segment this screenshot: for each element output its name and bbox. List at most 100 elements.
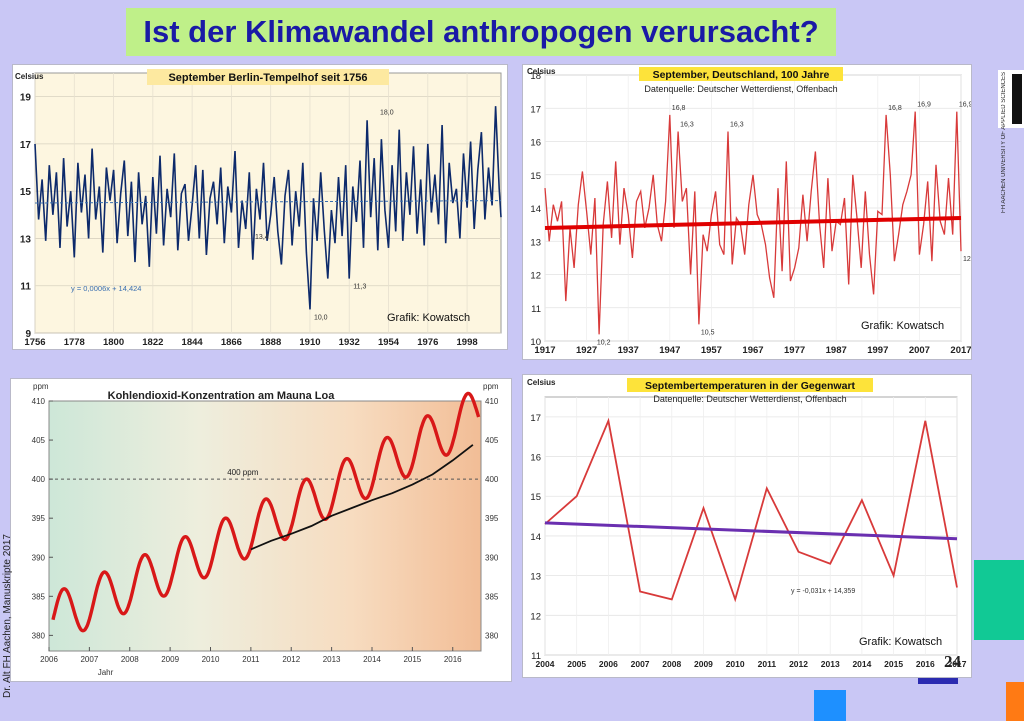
x-tick-label: 2016 (444, 655, 462, 664)
y-tick-label-right: 400 (485, 475, 499, 484)
y-unit-label: Celsius (15, 72, 44, 81)
x-tick-label: 2013 (821, 659, 840, 669)
y-tick-label: 11 (531, 651, 541, 662)
credit-label: Grafik: Kowatsch (859, 636, 942, 648)
y-tick-label: 17 (530, 413, 541, 424)
chart-berlin: 9 11 13 15 17 19 1756 1778 1800 1822 1844 1866 1888 1… (15, 69, 502, 348)
author-note-text: Dr. Alt FH Aachen, Manuskripte 2017 (2, 534, 13, 698)
x-tick-label: 1756 (24, 337, 45, 348)
annotation-label: 16,8 (888, 105, 902, 112)
x-tick-label: 2007 (909, 345, 930, 356)
y-tick-label: 16 (530, 453, 541, 464)
annotation-label: 10,0 (314, 314, 328, 321)
y-tick-label-left: 380 (32, 631, 46, 640)
x-tick-label: 2017 (950, 345, 971, 356)
chart-title: September, Deutschland, 100 Jahre (653, 69, 830, 81)
x-tick-label: 2011 (242, 655, 260, 664)
x-tick-label: 1937 (618, 345, 639, 356)
y-tick-label: 9 (25, 329, 31, 340)
plot-area (48, 400, 482, 652)
x-tick-label: 1917 (534, 345, 555, 356)
series-line-recent (544, 417, 958, 603)
x-tick-label: 1778 (64, 337, 85, 348)
x-tick-label: 2008 (121, 655, 139, 664)
y-tick-label: 11 (20, 282, 31, 293)
y-tick-label-right: 395 (485, 514, 499, 523)
trend-line (544, 215, 962, 230)
x-tick-label: 1800 (103, 337, 124, 348)
x-tick-label: 2016 (916, 659, 935, 669)
y-tick-label: 13 (530, 237, 541, 248)
annotation-label: 16,3 (730, 122, 744, 129)
x-tick-label: 1822 (142, 337, 163, 348)
x-tick-label: 1987 (826, 345, 847, 356)
x-tick-label: 2008 (662, 659, 681, 669)
title-box (639, 67, 843, 81)
y-tick-label: 10 (530, 337, 541, 348)
deco-green-block (974, 560, 1024, 640)
trend-equation: y = 0,0006x + 14,424 (71, 284, 141, 293)
y-tick-label: 13 (530, 572, 541, 583)
x-tick-label: 2014 (363, 655, 381, 664)
y-tick-label-left: 400 (32, 475, 46, 484)
y-tick-label: 17 (20, 140, 32, 151)
x-tick-label: 2017 (948, 659, 967, 669)
chart-recent: 11 12 13 14 15 16 17 2004 2005 2006 2007 2008 2009 20… (527, 378, 967, 669)
annotation-label: 11,3 (353, 284, 366, 291)
x-axis-label: Jahr (98, 668, 114, 677)
y-tick-label: 16 (530, 138, 541, 149)
y-tick-label: 14 (530, 532, 541, 543)
x-tick-label: 1844 (182, 337, 204, 348)
annotation-label: 16,3 (680, 122, 694, 129)
chart-panel-germany: 10 11 12 13 14 15 16 17 18 1917 1927 1937 1947 1957 19… (522, 64, 972, 360)
y-tick-label-left: 410 (32, 397, 46, 406)
x-tick-label: 2004 (536, 659, 555, 669)
x-tick-label: 1888 (260, 337, 281, 348)
x-tick-label: 1957 (701, 345, 722, 356)
annotation-label: 12,7 (963, 256, 971, 263)
credit-label: Grafik: Kowatsch (387, 312, 470, 324)
series-line-germany (544, 111, 962, 335)
deco-orange-block (1006, 682, 1024, 721)
y-tick-label-right: 385 (485, 592, 499, 601)
trend-co2-line (250, 444, 474, 551)
credit-label: Grafik: Kowatsch (861, 320, 944, 332)
chart-title: Kohlendioxid-Konzentration am Mauna Loa (108, 390, 336, 402)
y-tick-label: 18 (530, 71, 541, 82)
x-tick-label: 1967 (742, 345, 763, 356)
y-unit-label: Celsius (527, 378, 556, 387)
annotation-label: 13,4 (255, 234, 269, 241)
slide-title: Ist der Klimawandel anthropogen verursac… (126, 8, 836, 56)
y-tick-label-left: 390 (32, 553, 46, 562)
x-tick-label: 2013 (323, 655, 341, 664)
x-tick-label: 2006 (599, 659, 618, 669)
trend-line (544, 521, 958, 541)
x-tick-label: 1927 (576, 345, 597, 356)
annotation-label: 16,9 (917, 102, 931, 109)
chart-panel-recent: 11 12 13 14 15 16 17 2004 2005 2006 2007 2008 2009 20… (522, 374, 972, 678)
chart-maunaloa: 380 380 385 385 390 390 395 395 400 400 405 405 410 4… (32, 382, 499, 677)
x-tick-label: 1997 (867, 345, 888, 356)
university-logo: FH AACHEN UNIVERSITY OF APPLIED SCIENCES (998, 70, 1024, 213)
series-line-berlin (34, 106, 502, 310)
y-tick-label: 15 (530, 171, 541, 182)
y-unit-label-left: ppm (33, 382, 49, 391)
x-tick-label: 1866 (221, 337, 242, 348)
y-tick-label-right: 405 (485, 436, 499, 445)
x-tick-label: 2015 (884, 659, 903, 669)
y-tick-label: 12 (530, 271, 541, 282)
x-tick-label: 2007 (80, 655, 98, 664)
x-tick-label: 2010 (726, 659, 745, 669)
y-tick-label-left: 395 (32, 514, 46, 523)
deco-navy-bar (918, 678, 958, 684)
x-tick-label: 2009 (694, 659, 713, 669)
y-tick-label: 15 (20, 187, 32, 198)
x-tick-label: 2012 (789, 659, 808, 669)
reference-line-label: 400 ppm (227, 468, 258, 477)
y-tick-label: 13 (20, 234, 32, 245)
x-tick-label: 1947 (659, 345, 680, 356)
trend-equation: y = -0,031x + 14,359 (791, 588, 855, 595)
y-tick-label-right: 380 (485, 631, 499, 640)
x-tick-label: 2015 (403, 655, 421, 664)
x-tick-label: 1910 (299, 337, 320, 348)
